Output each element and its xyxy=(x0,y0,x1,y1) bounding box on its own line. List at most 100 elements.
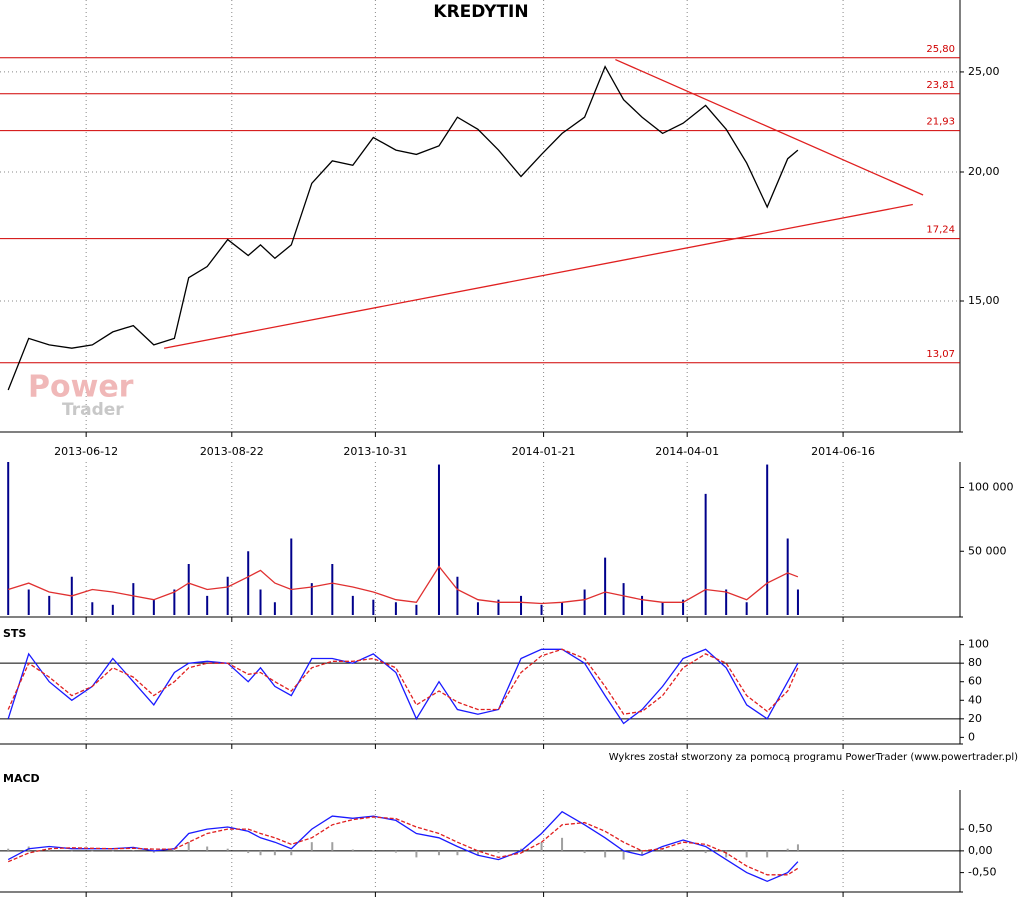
bar xyxy=(520,595,523,615)
series-line xyxy=(7,648,799,715)
bar xyxy=(456,576,459,615)
bar xyxy=(415,604,418,615)
bar xyxy=(7,848,10,851)
bar xyxy=(745,602,748,615)
bar xyxy=(351,595,354,615)
bar xyxy=(290,850,293,856)
bar xyxy=(226,848,229,851)
x-tick-label: 2013-06-12 xyxy=(54,445,118,458)
panel-title: STS xyxy=(3,627,26,640)
bar xyxy=(111,850,114,852)
y-tick-label: 80 xyxy=(968,656,982,669)
bar xyxy=(331,564,334,615)
bar xyxy=(152,599,155,615)
bar xyxy=(604,557,607,615)
bar xyxy=(622,583,625,615)
bar xyxy=(604,850,607,858)
y-tick-label: 100 000 xyxy=(968,481,1014,494)
bar xyxy=(561,837,564,851)
series-line xyxy=(8,565,799,605)
panel-title: MACD xyxy=(3,772,40,785)
bar xyxy=(273,850,276,856)
x-tick-label: 2014-01-21 xyxy=(512,445,576,458)
chart-title: KREDYTIN xyxy=(433,2,528,22)
y-tick-label: 20,00 xyxy=(968,165,1000,178)
trend-line xyxy=(615,58,924,196)
y-tick-label: 50 000 xyxy=(968,544,1007,557)
level-label: 23,81 xyxy=(926,80,955,91)
bar xyxy=(622,850,625,860)
bar xyxy=(173,589,176,615)
y-tick-label: 40 xyxy=(968,693,982,706)
bar xyxy=(247,551,250,615)
bar xyxy=(290,538,293,615)
bar xyxy=(786,538,789,615)
y-tick-label: -0,50 xyxy=(968,866,996,879)
bar xyxy=(661,602,664,615)
y-tick-label: 0,50 xyxy=(968,822,993,835)
bar xyxy=(520,848,523,851)
bar xyxy=(725,850,728,858)
bar xyxy=(91,602,94,615)
y-tick-label: 15,00 xyxy=(968,294,1000,307)
bar xyxy=(497,850,500,854)
bar xyxy=(394,602,397,615)
bar xyxy=(132,850,135,851)
bar xyxy=(682,848,685,851)
bar xyxy=(187,564,190,615)
series-line xyxy=(7,65,799,391)
bar xyxy=(48,595,51,615)
y-tick-label: 20 xyxy=(968,712,982,725)
bar xyxy=(704,850,707,854)
bar xyxy=(497,599,500,615)
bar xyxy=(476,602,479,615)
level-label: 13,07 xyxy=(926,349,955,360)
watermark: Trader xyxy=(62,400,124,420)
bar xyxy=(372,599,375,615)
bar xyxy=(540,604,543,615)
bar xyxy=(725,589,728,615)
bar xyxy=(796,589,799,615)
bar xyxy=(7,462,10,615)
bar xyxy=(661,848,664,851)
bar xyxy=(561,602,564,615)
bar xyxy=(786,848,789,851)
series-line xyxy=(7,648,799,725)
bar xyxy=(704,493,707,615)
bar xyxy=(91,850,94,852)
bar xyxy=(331,842,334,851)
bar xyxy=(540,842,543,851)
footer: Wykres został stworzony za pomocą progra… xyxy=(609,752,1018,763)
bar xyxy=(152,850,155,853)
x-tick-label: 2014-06-16 xyxy=(811,445,875,458)
x-tick-label: 2013-10-31 xyxy=(343,445,407,458)
bar xyxy=(111,604,114,615)
bar xyxy=(310,842,313,851)
bar xyxy=(173,850,176,851)
bar xyxy=(641,595,644,615)
y-tick-label: 0,00 xyxy=(968,844,993,857)
bar xyxy=(745,850,748,858)
series-line xyxy=(7,810,799,883)
bar xyxy=(70,850,73,852)
bar xyxy=(476,850,479,856)
bar xyxy=(641,850,644,856)
y-tick-label: 60 xyxy=(968,675,982,688)
bar xyxy=(766,464,769,615)
bar xyxy=(132,583,135,615)
bar xyxy=(48,848,51,851)
bar xyxy=(27,589,30,615)
y-tick-label: 25,00 xyxy=(968,65,1000,78)
bar xyxy=(226,576,229,615)
bar xyxy=(766,850,769,858)
series-line xyxy=(7,816,799,876)
bar xyxy=(206,595,209,615)
x-tick-label: 2013-08-22 xyxy=(200,445,264,458)
bar xyxy=(456,850,459,856)
bar xyxy=(682,599,685,615)
bar xyxy=(259,589,262,615)
level-label: 17,24 xyxy=(926,225,955,236)
bar xyxy=(273,602,276,615)
level-label: 21,93 xyxy=(926,117,955,128)
